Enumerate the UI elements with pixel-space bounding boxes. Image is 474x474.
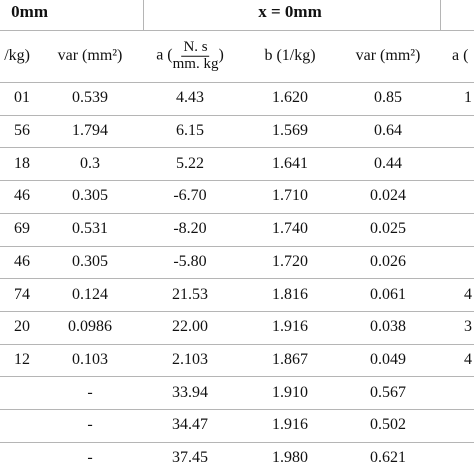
cell-value: 0.539 [72, 89, 108, 107]
cell-value: -5.80 [173, 252, 207, 270]
cell-value: 1.916 [272, 416, 308, 434]
rule [0, 343, 474, 345]
rule [0, 30, 474, 31]
cell-value: 46 [14, 187, 30, 205]
unit-prefix: a ( [156, 46, 173, 64]
group-header: 0mm [11, 2, 48, 21]
rule [0, 147, 474, 149]
rule [0, 278, 474, 280]
cell-value: 4 [464, 285, 472, 303]
cell-value: 1.641 [272, 154, 308, 172]
cell-value: 22.00 [172, 318, 208, 336]
cell-value: 74 [14, 285, 30, 303]
group-divider [143, 0, 144, 30]
column-header: var (mm²) [57, 47, 123, 64]
cell-value: - [87, 449, 93, 467]
rule [0, 409, 474, 410]
rule [0, 114, 474, 116]
rule [0, 82, 474, 83]
cell-value: 1.740 [272, 220, 308, 238]
cell-value: 0.103 [72, 350, 108, 368]
cell-value: 1.794 [72, 122, 108, 140]
cell-value: 1 [464, 89, 472, 107]
cell-value: 0.3 [80, 154, 100, 172]
cell-value: 0.038 [370, 318, 406, 336]
cell-value: 34.47 [172, 416, 208, 434]
cell-value: 0.305 [72, 187, 108, 205]
numerator: N. s [181, 38, 210, 57]
rule [0, 212, 474, 214]
cell-value: 0.305 [72, 252, 108, 270]
cell-value: 33.94 [172, 383, 208, 401]
cell-value: 56 [14, 122, 30, 140]
unit-fraction: N. s mm. kg [172, 38, 219, 73]
cell-value: 46 [14, 252, 30, 270]
cell-value: 0.061 [370, 285, 406, 303]
cell-value: 3 [464, 318, 472, 336]
cell-value: 18 [14, 154, 30, 172]
cell-value: 4.43 [176, 89, 204, 107]
rule [0, 441, 474, 443]
cell-value: 12 [14, 350, 30, 368]
column-header: b (1/kg) [264, 47, 316, 64]
cell-value: 0.64 [374, 122, 402, 140]
cell-value: 0.124 [72, 285, 108, 303]
cell-value: 37.45 [172, 449, 208, 467]
rule [0, 310, 474, 312]
cell-value: 1.867 [272, 350, 308, 368]
cell-value: 0.44 [374, 154, 402, 172]
cell-value: 01 [14, 89, 30, 107]
column-header: a ( [452, 47, 469, 64]
group-header: x = 0mm [258, 2, 322, 21]
cell-value: 0.049 [370, 350, 406, 368]
cell-value: 0.502 [370, 416, 406, 434]
cell-value: 0.567 [370, 383, 406, 401]
cell-value: 5.22 [176, 154, 204, 172]
cell-value: 0.531 [72, 220, 108, 238]
cell-value: - [87, 416, 93, 434]
cell-value: 0.0986 [68, 318, 112, 336]
cell-value: 2.103 [172, 350, 208, 368]
cell-value: 1.910 [272, 383, 308, 401]
cell-value: 1.620 [272, 89, 308, 107]
cell-value: 1.816 [272, 285, 308, 303]
cell-value: -8.20 [173, 220, 207, 238]
cell-value: 0.621 [370, 449, 406, 467]
cell-value: 21.53 [172, 285, 208, 303]
cell-value: 1.720 [272, 252, 308, 270]
rule [0, 180, 474, 182]
rule [0, 376, 474, 378]
column-header: a (N. s mm. kg) [156, 38, 224, 73]
cell-value: 4 [464, 350, 472, 368]
cell-value: 20 [14, 318, 30, 336]
cell-value: 0.024 [370, 187, 406, 205]
denominator: mm. kg [172, 55, 219, 72]
column-header: var (mm²) [355, 47, 421, 64]
cell-value: -6.70 [173, 187, 207, 205]
cell-value: 1.710 [272, 187, 308, 205]
unit-suffix: ) [218, 46, 224, 64]
cell-value: - [87, 383, 93, 401]
cell-value: 0.85 [374, 89, 402, 107]
group-divider [440, 0, 441, 30]
cell-value: 69 [14, 220, 30, 238]
cell-value: 0.026 [370, 252, 406, 270]
rule [0, 245, 474, 247]
cell-value: 1.569 [272, 122, 308, 140]
cell-value: 1.980 [272, 449, 308, 467]
cell-value: 1.916 [272, 318, 308, 336]
cell-value: 6.15 [176, 122, 204, 140]
column-header: /kg) [4, 47, 30, 64]
cell-value: 0.025 [370, 220, 406, 238]
